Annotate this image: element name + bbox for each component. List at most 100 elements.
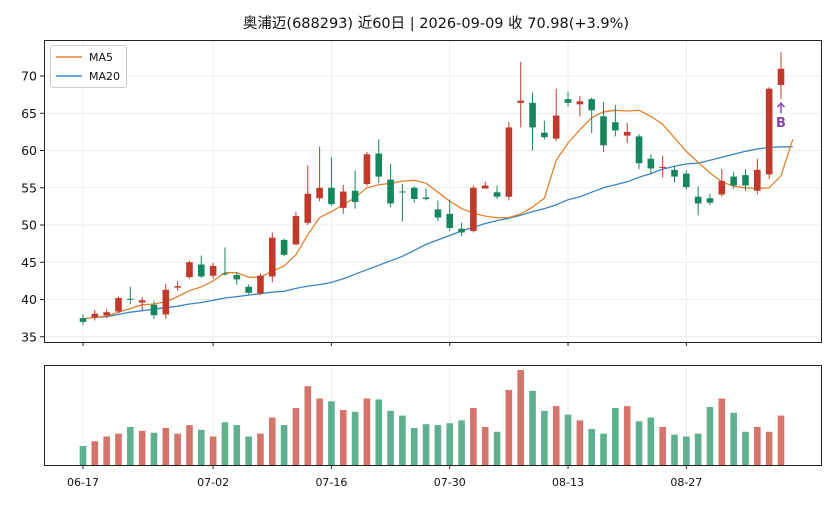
volume-bar [127,427,134,465]
volume-bar [304,386,312,465]
ma5-line [82,109,794,320]
x-tick-label: 07-16 [315,476,347,489]
candle-body [517,100,525,103]
x-axis: 06-17 07-02 07-16 07-30 08-13 08-27 [67,342,702,489]
volume-bar [245,436,252,465]
volume-bar [257,433,264,465]
volume-bar [446,423,454,465]
candle-body [470,187,477,231]
candle-body [659,166,666,168]
volume-bar [79,446,87,465]
volume-bar [730,412,737,465]
volume-bar [493,431,501,465]
x-tick-label: 07-02 [197,476,229,489]
candle-body [718,181,726,195]
x-tick-label: 08-27 [670,476,702,489]
candle-body [387,179,394,204]
volume-bar [552,406,560,465]
y-tick-label: 70 [21,69,37,84]
candle-body [434,209,442,218]
candle-body [588,99,595,111]
candle-body [268,237,276,277]
candle-body [671,169,678,177]
volume-bar [470,408,477,465]
candle-body [221,273,229,275]
volume-bar [754,427,761,465]
volume-bar [351,411,359,465]
candle-body [552,115,560,139]
candle-body [564,99,572,103]
y-tick-label: 60 [21,143,37,158]
candle-body [304,193,312,223]
volume-bar [683,436,690,465]
volume-bar [268,417,276,465]
price-panel-frame [44,40,822,343]
volume-bar [694,433,702,465]
volume-bar [399,415,406,465]
candle-body [375,153,383,177]
candle-body [777,68,785,85]
candle-body [257,275,264,294]
volume-bar [339,409,347,465]
volume-bar [600,433,607,465]
x-tick-label: 06-17 [67,476,99,489]
legend: MA5 MA20 [50,45,127,88]
y-tick-label: 45 [21,255,37,270]
annotation-label: B [776,116,786,131]
candle-body [91,313,99,318]
candle-body [754,169,761,191]
volume-bar [659,427,666,465]
candle-body [174,286,181,288]
candle-body [339,191,347,208]
candle-body [635,136,643,164]
volume-bar [162,427,170,465]
candle-body [363,154,371,185]
volume-bar [363,398,371,465]
volume-bar [564,414,572,465]
volume-bar [612,408,619,465]
volume-bar [174,433,181,465]
volume-bar [588,428,595,465]
candle-body [351,190,359,202]
candle-body [328,187,335,205]
volume-bar [742,431,749,465]
candle-body [742,175,749,186]
candle-body [233,274,241,280]
volume-bar [541,410,548,465]
volume-panel-frame [44,365,822,466]
volume-bar [292,408,300,465]
candle-body [162,289,170,315]
candle-body [446,213,454,229]
candle-body [612,122,619,131]
volume-bar [387,410,394,465]
volume-bar [505,389,513,465]
candle-body [623,131,631,136]
y-tick-label: 55 [21,180,37,195]
candle-body [138,300,146,303]
candle-body [481,185,489,189]
volume-bar [410,427,418,465]
candle-body [410,187,418,199]
volume-bar [517,370,525,465]
volume-bar [138,430,146,465]
volume-bar [91,441,99,465]
volume-bar [777,415,785,465]
candle-body [245,286,252,293]
volume-bar [316,398,323,465]
candle-body [576,101,584,105]
volume-bar [221,422,229,465]
candle-body [198,264,205,277]
volume-bar [458,420,465,465]
volume-bar [706,407,714,465]
candle-body [79,318,87,322]
price-y-axis: 35 40 45 50 55 60 65 70 [21,69,44,344]
chart-title: 奥浦迈(688293) 近60日 | 2026-09-09 收 70.98(+3… [243,15,629,32]
volume-bar [186,425,193,465]
candle-body [730,176,737,186]
buy-annotation: B [776,101,786,131]
volume-bar [150,432,158,465]
candle-body [647,158,655,169]
candle-body [150,304,158,316]
candle-body [280,239,288,255]
candle-body [706,198,714,203]
